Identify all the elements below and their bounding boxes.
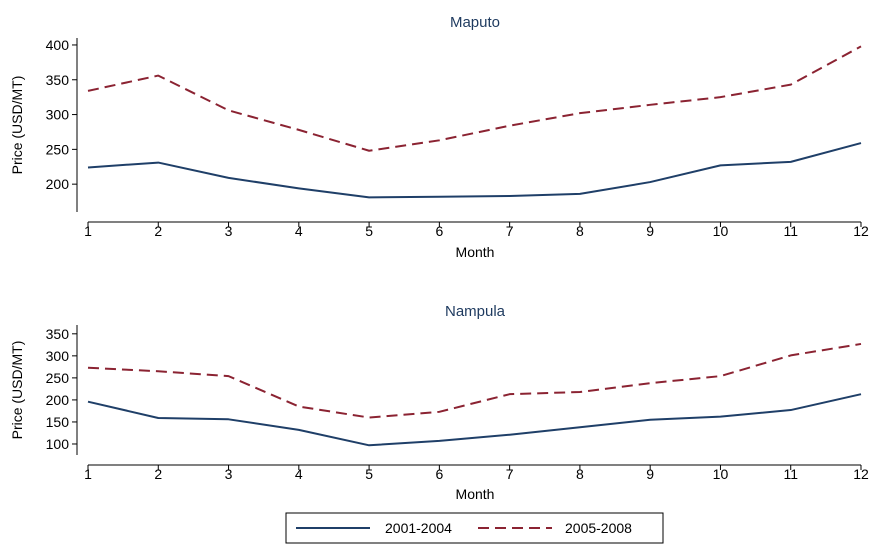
x-tick-label: 12 — [853, 466, 869, 482]
legend: 2001-2004 2005-2008 — [286, 513, 663, 543]
series-line-2005-2008 — [88, 46, 861, 150]
x-axis-label: Month — [456, 244, 495, 260]
x-tick-label: 3 — [225, 223, 233, 239]
x-tick-label: 12 — [853, 223, 869, 239]
x-tick-label: 1 — [84, 223, 92, 239]
y-tick-label: 150 — [46, 414, 70, 430]
y-tick-label: 250 — [46, 370, 70, 386]
x-tick-label: 9 — [646, 223, 654, 239]
y-tick-label: 400 — [46, 37, 70, 53]
x-tick-label: 4 — [295, 223, 303, 239]
x-tick-label: 7 — [506, 223, 514, 239]
x-tick-label: 6 — [435, 223, 443, 239]
x-tick-label: 11 — [783, 466, 798, 482]
x-tick-label: 5 — [365, 223, 373, 239]
x-tick-label: 10 — [713, 223, 729, 239]
x-tick-label: 3 — [225, 466, 233, 482]
series-line-2001-2004 — [88, 143, 861, 197]
x-tick-label: 8 — [576, 466, 584, 482]
series-line-2005-2008 — [88, 344, 861, 418]
legend-label: 2005-2008 — [565, 520, 632, 536]
y-tick-label: 250 — [46, 141, 70, 157]
y-axis-label: Price (USD/MT) — [9, 341, 25, 440]
x-tick-label: 10 — [713, 466, 729, 482]
x-tick-label: 4 — [295, 466, 303, 482]
legend-label: 2001-2004 — [385, 520, 452, 536]
x-tick-label: 2 — [154, 223, 162, 239]
y-tick-label: 200 — [46, 176, 70, 192]
x-axis-label: Month — [456, 486, 495, 502]
y-tick-label: 300 — [46, 348, 70, 364]
x-tick-label: 2 — [154, 466, 162, 482]
x-tick-label: 9 — [646, 466, 654, 482]
x-tick-label: 5 — [365, 466, 373, 482]
x-tick-label: 6 — [435, 466, 443, 482]
y-tick-label: 100 — [46, 436, 70, 452]
panel-title: Nampula — [445, 303, 506, 320]
y-tick-label: 350 — [46, 326, 70, 342]
x-tick-label: 7 — [506, 466, 514, 482]
panel-title: Maputo — [450, 14, 500, 31]
x-tick-label: 1 — [84, 466, 92, 482]
y-axis-label: Price (USD/MT) — [9, 76, 25, 175]
y-tick-label: 350 — [46, 72, 70, 88]
x-tick-label: 8 — [576, 223, 584, 239]
x-tick-label: 11 — [783, 223, 798, 239]
y-tick-label: 300 — [46, 107, 70, 123]
series-line-2001-2004 — [88, 394, 861, 445]
y-tick-label: 200 — [46, 392, 70, 408]
